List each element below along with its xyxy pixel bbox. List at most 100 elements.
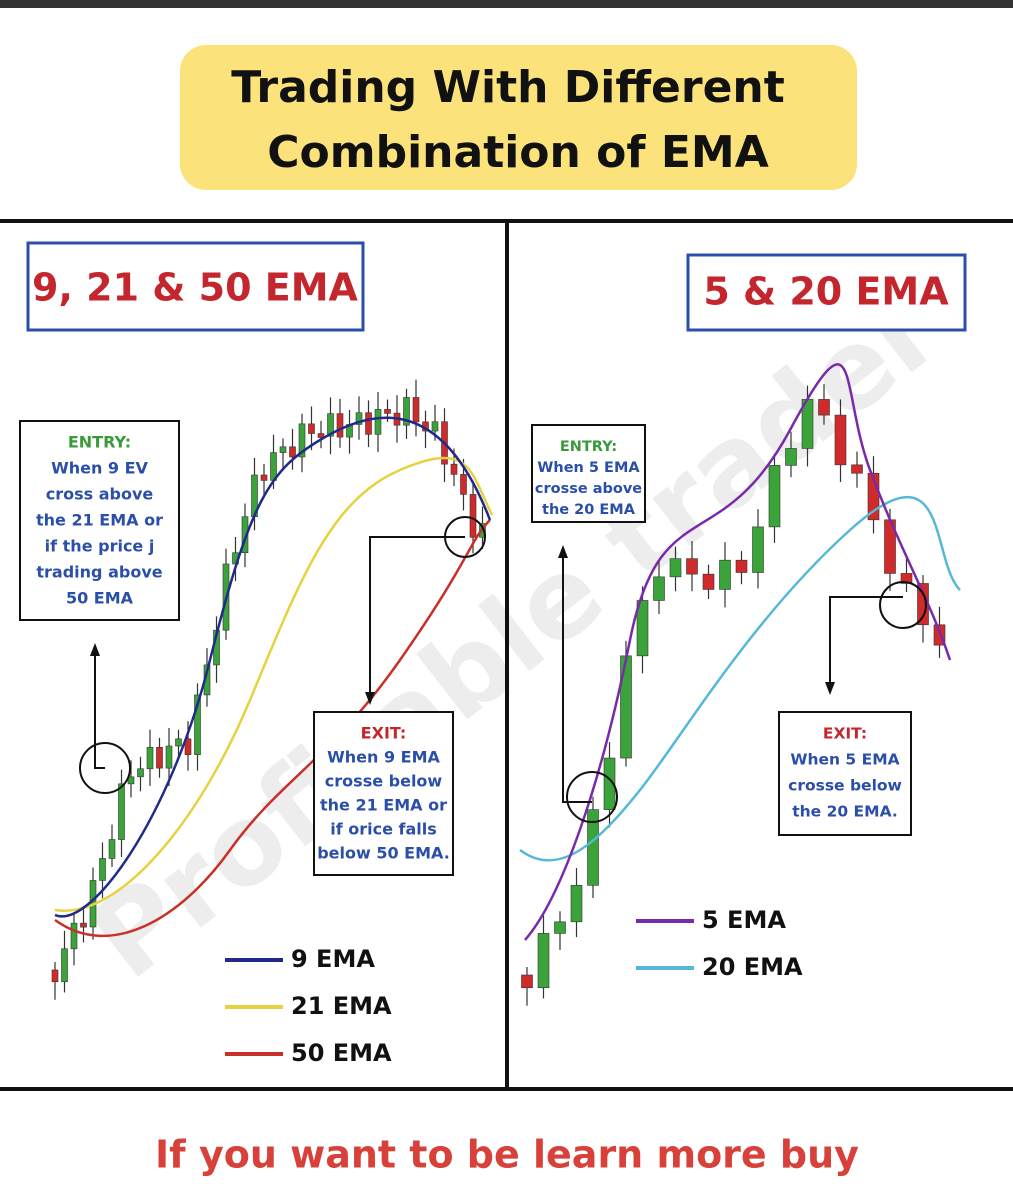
candle bbox=[317, 433, 325, 438]
candle bbox=[537, 933, 550, 989]
ema-line bbox=[524, 363, 952, 941]
candle bbox=[308, 423, 315, 434]
candle bbox=[108, 839, 116, 859]
candle bbox=[603, 757, 616, 810]
annotation-label: ENTRY: bbox=[560, 439, 617, 455]
legend-label: 20 EMA bbox=[702, 953, 803, 981]
heading-box bbox=[26, 241, 365, 332]
candle bbox=[412, 397, 420, 423]
candle bbox=[450, 463, 458, 475]
candle bbox=[175, 738, 182, 747]
heading: 9, 21 & 50 EMA bbox=[32, 266, 358, 310]
candle bbox=[137, 768, 144, 778]
heading-box bbox=[686, 253, 967, 332]
annotation-box bbox=[531, 424, 646, 523]
annotation-text: trading above bbox=[36, 563, 162, 582]
candle bbox=[51, 969, 59, 983]
candle bbox=[686, 558, 698, 575]
title: Combination of EMA bbox=[267, 127, 769, 178]
annotation-text: 50 EMA bbox=[66, 589, 134, 608]
candle bbox=[867, 472, 880, 521]
candle bbox=[365, 412, 372, 435]
candle bbox=[818, 399, 830, 416]
legend-label: 9 EMA bbox=[291, 945, 375, 973]
candle bbox=[336, 413, 344, 438]
candle bbox=[570, 885, 583, 923]
candles bbox=[51, 379, 946, 1006]
annotations bbox=[79, 516, 927, 823]
candle bbox=[469, 494, 477, 538]
annotation-text: cross above bbox=[46, 485, 154, 504]
top-bar bbox=[0, 0, 1013, 8]
candle bbox=[900, 573, 913, 584]
legend-label: 21 EMA bbox=[291, 992, 392, 1020]
candle bbox=[127, 776, 135, 785]
candle bbox=[620, 655, 632, 759]
candle bbox=[403, 397, 410, 426]
annotation-label: EXIT: bbox=[823, 725, 867, 743]
candle bbox=[184, 738, 192, 755]
annotation-text: the 20 EMA bbox=[542, 502, 636, 518]
title-box bbox=[180, 45, 857, 190]
watermark: Profitable trader bbox=[67, 264, 963, 1003]
candle bbox=[554, 921, 566, 934]
candle bbox=[735, 559, 748, 573]
annotation-label: ENTRY: bbox=[68, 433, 131, 452]
candle bbox=[194, 694, 201, 755]
candle bbox=[768, 465, 781, 528]
annotation-text: When 9 EMA bbox=[327, 748, 440, 767]
candle bbox=[460, 474, 467, 495]
candle bbox=[374, 409, 382, 435]
legend-label: 5 EMA bbox=[702, 906, 786, 934]
candle bbox=[156, 747, 163, 769]
annotation-text: below 50 EMA. bbox=[317, 844, 450, 863]
footer-text: If you want to be learn more buy bbox=[155, 1133, 859, 1177]
annotation-text: if the price j bbox=[45, 537, 155, 556]
ema-line bbox=[54, 519, 491, 938]
candle bbox=[785, 448, 797, 466]
annotation-text: the 21 EMA or bbox=[320, 796, 447, 815]
candle bbox=[636, 600, 649, 657]
ema-line bbox=[54, 456, 494, 912]
candle bbox=[289, 446, 296, 458]
annotation-text: When 9 EV bbox=[51, 459, 148, 478]
candle bbox=[146, 747, 154, 770]
candle bbox=[834, 414, 847, 466]
candle bbox=[327, 413, 334, 437]
candle bbox=[719, 559, 731, 590]
candle bbox=[702, 573, 715, 590]
candle bbox=[355, 412, 363, 425]
annotation-box bbox=[19, 420, 180, 621]
annotation-text: the 21 EMA or bbox=[36, 511, 163, 530]
candle bbox=[241, 516, 249, 554]
annotation-text: crosse below bbox=[325, 772, 443, 791]
candle bbox=[70, 922, 78, 950]
annotation-text: When 5 EMA bbox=[790, 751, 899, 769]
ema-line bbox=[519, 495, 961, 862]
candle bbox=[384, 409, 391, 414]
candle bbox=[669, 558, 682, 578]
annotation-text: crosse above bbox=[535, 481, 642, 497]
candle bbox=[521, 974, 533, 989]
candle bbox=[298, 423, 306, 458]
candle bbox=[61, 948, 68, 983]
candle bbox=[80, 922, 87, 928]
ema-line bbox=[54, 416, 492, 918]
arrowheads bbox=[90, 545, 835, 705]
annotation-box bbox=[778, 711, 912, 836]
candle bbox=[165, 745, 173, 769]
legend-label: 50 EMA bbox=[291, 1039, 392, 1067]
annotation-box bbox=[313, 711, 454, 876]
candle bbox=[99, 858, 106, 881]
candle bbox=[851, 464, 863, 474]
candle bbox=[431, 421, 439, 432]
candle bbox=[752, 526, 764, 573]
title: Trading With Different bbox=[231, 62, 785, 113]
annotation-text: the 20 EMA. bbox=[792, 803, 898, 821]
heading: 5 & 20 EMA bbox=[703, 270, 949, 314]
candle bbox=[587, 809, 599, 886]
annotation-text: if orice falls bbox=[330, 820, 437, 839]
annotation-text: When 5 EMA bbox=[537, 460, 640, 476]
annotation-label: EXIT: bbox=[361, 724, 407, 743]
